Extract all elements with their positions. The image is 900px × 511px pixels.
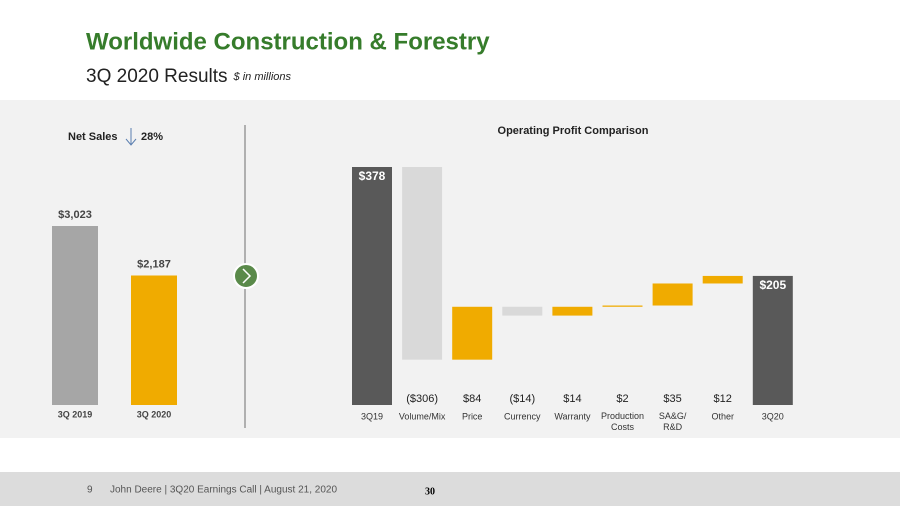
bar (131, 275, 177, 405)
x-tick-label: Other (711, 411, 734, 421)
x-tick-label-line: Production (601, 411, 644, 421)
x-tick-label: Currency (504, 411, 541, 421)
x-tick-label: 3Q 2020 (137, 409, 172, 419)
x-tick-label-line: R&D (663, 422, 683, 432)
x-tick-label: 3Q19 (361, 411, 383, 421)
bar (52, 226, 98, 405)
value-label: $3,023 (58, 209, 92, 221)
subtitle: 3Q 2020 Results $ in millions (86, 66, 291, 87)
x-tick-label: 3Q20 (762, 411, 784, 421)
net-sales-change: 28% (141, 131, 163, 143)
bar (452, 306, 493, 360)
op-profit-title: Operating Profit Comparison (498, 125, 649, 137)
x-tick-label: 3Q 2019 (58, 409, 93, 419)
x-tick-label: SA&G/R&D (659, 411, 687, 432)
value-label: ($306) (406, 393, 438, 405)
value-label: ($14) (509, 393, 535, 405)
bar (602, 305, 643, 307)
arrow-chevron (242, 268, 252, 284)
value-label: $2,187 (137, 258, 171, 270)
net-sales-title: Net Sales (68, 131, 118, 143)
x-tick-label: Price (462, 411, 483, 421)
title: Worldwide Construction & Forestry (86, 28, 490, 55)
footer-text: John Deere | 3Q20 Earnings Call | August… (110, 485, 337, 496)
subtitle-main: 3Q 2020 Results (86, 66, 228, 87)
arrow-icon (233, 263, 259, 289)
bar (502, 306, 543, 316)
value-label: $84 (463, 393, 481, 405)
bar (552, 306, 593, 316)
value-label: $378 (359, 169, 386, 183)
page-number: 9 (87, 485, 93, 496)
x-tick-label: Warranty (554, 411, 591, 421)
bar (752, 275, 793, 405)
value-label: $205 (759, 278, 786, 292)
bar (702, 275, 743, 284)
value-label: $12 (714, 393, 732, 405)
bar (352, 167, 392, 405)
value-label: $14 (563, 393, 581, 405)
down-arrow (125, 128, 137, 146)
x-tick-label-line: SA&G/ (659, 411, 687, 421)
x-tick-label: Volume/Mix (399, 411, 446, 421)
value-label: $2 (616, 393, 628, 405)
bar (652, 283, 693, 306)
x-tick-label: Production Costs (601, 411, 644, 432)
value-label: $35 (663, 393, 681, 405)
bar (402, 167, 443, 360)
footer-band (0, 472, 900, 506)
subtitle-note: $ in millions (233, 71, 292, 83)
x-tick-label-line: Costs (611, 422, 635, 432)
footer-number: 30 (425, 486, 435, 497)
